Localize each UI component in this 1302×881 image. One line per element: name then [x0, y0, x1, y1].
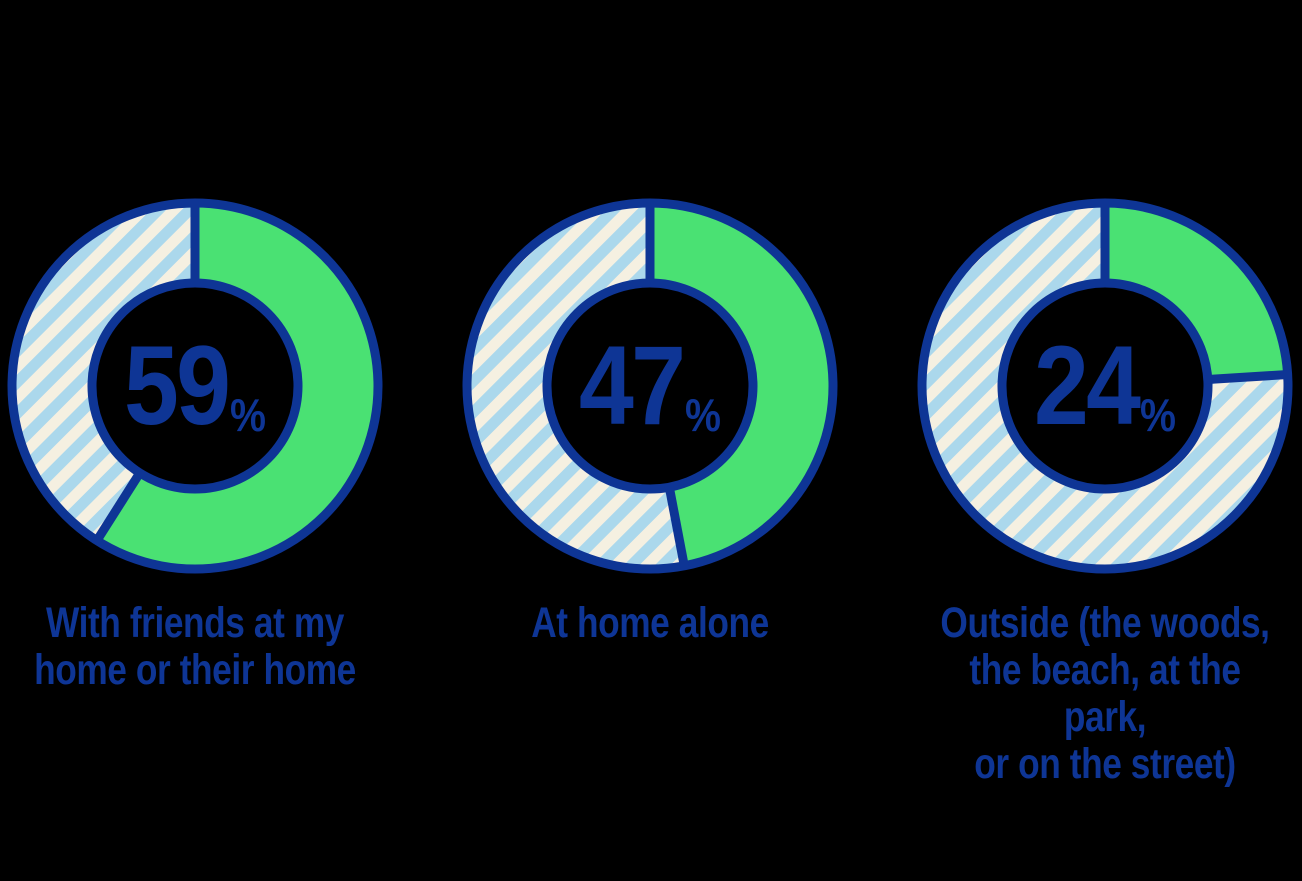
donut-segment-divider	[1203, 369, 1292, 385]
chart-label: Outside (the woods, the beach, at the par…	[925, 600, 1286, 788]
donut-chart-friends-home: 59 % With friends at my home or their hom…	[0, 198, 415, 694]
donut-inner-outline	[87, 278, 303, 494]
donut-graphic	[917, 198, 1293, 574]
chart-label: With friends at my home or their home	[15, 600, 376, 694]
donut-chart-outside: 24 % Outside (the woods, the beach, at th…	[885, 198, 1302, 788]
chart-label-line: At home alone	[531, 599, 769, 647]
donut-graphic	[462, 198, 838, 574]
donut-graphic	[7, 198, 383, 574]
donut-segment-divider	[664, 482, 690, 571]
donut-inner-outline	[542, 278, 758, 494]
chart-label: At home alone	[470, 600, 831, 647]
chart-label-line: Outside (the woods,	[940, 599, 1270, 647]
chart-label-line: or on the street)	[974, 740, 1236, 788]
chart-label-line: With friends at my	[46, 599, 344, 647]
donut-chart-home-alone: 47 % At home alone	[430, 198, 870, 647]
donut-inner-outline	[997, 278, 1213, 494]
chart-label-line: the beach, at the park,	[969, 646, 1241, 741]
donut-segment-divider	[91, 467, 146, 547]
chart-label-line: home or their home	[34, 646, 356, 694]
